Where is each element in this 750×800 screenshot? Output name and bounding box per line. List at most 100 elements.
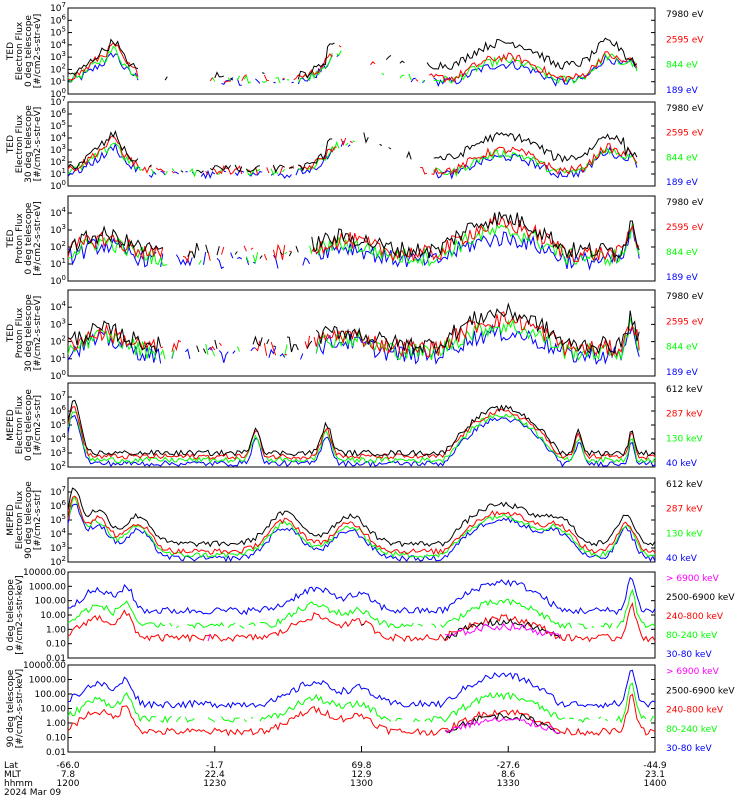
y-tick-label: 0.10: [46, 734, 66, 744]
series-80-240-kev-line: [67, 682, 656, 724]
y-axis-label: [#/cm2-s-str-eV]: [33, 201, 43, 276]
y-tick-label: 107: [50, 1, 66, 14]
y-axis-label: 0 deg telescope: [24, 15, 34, 87]
y-tick-label: 103: [50, 143, 66, 156]
series-240-800-kev-line: [67, 601, 656, 643]
mlt-tick-label: 12.9: [351, 770, 371, 780]
lat-tick-label: 69.8: [351, 761, 371, 771]
legend-entry: 240-800 keV: [666, 612, 724, 622]
y-tick-label: 100: [50, 87, 66, 100]
y-axis-label: TED: [6, 229, 16, 248]
y-axis-label: Proton Flux: [15, 307, 25, 358]
lat-tick-label: -44.9: [643, 761, 667, 771]
hhmm-row-label: hhmm: [4, 779, 33, 789]
y-axis-label: [#/cm2-s-str-keV]: [15, 575, 25, 654]
y-tick-label: 107: [50, 485, 66, 498]
series-844-ev-line: [67, 317, 640, 362]
y-tick-label: 102: [50, 62, 66, 75]
y-axis-label: 30 deg telescope: [24, 105, 34, 183]
legend-entry: 844 eV: [666, 61, 699, 71]
y-tick-label: 10.00: [40, 611, 66, 621]
legend-entry: 7980 eV: [666, 198, 704, 208]
series-30-80-kev-line: [67, 576, 656, 616]
legend-entry: 612 keV: [666, 480, 703, 490]
legend-entry: 130 keV: [666, 434, 703, 444]
hhmm-tick-label: 1330: [497, 779, 520, 789]
y-tick-label: 104: [50, 38, 66, 51]
y-tick-label: 101: [50, 75, 66, 88]
y-tick-label: 104: [50, 527, 66, 540]
panel-3: 100 101 102 103 104 TED Proton Flux 0 deg teles…: [6, 195, 704, 287]
legend-entry: 2595 eV: [666, 223, 704, 233]
y-tick-label: 10000.00: [23, 661, 66, 671]
legend-entry: 287 keV: [666, 505, 703, 515]
y-axis-label: 0 deg telescope: [6, 579, 16, 651]
y-tick-label: 1.00: [46, 719, 66, 729]
y-axis-label: 30 deg telescope: [24, 294, 34, 372]
y-axis-label: 0 deg telescope: [24, 202, 34, 274]
y-axis-label: 90 deg telescope: [24, 481, 34, 559]
hhmm-tick-label: 1300: [350, 779, 373, 789]
legend-entry: 844 eV: [666, 248, 699, 258]
y-tick-label: 102: [50, 335, 66, 348]
y-tick-label: 106: [50, 404, 66, 417]
legend-entry: 2500-6900 keV: [666, 593, 735, 603]
y-axis-label: Electron Flux: [15, 114, 25, 173]
panel-frame: [67, 7, 656, 95]
y-tick-label: 104: [50, 432, 66, 445]
series-130-kev-line: [67, 411, 656, 464]
series-2595-ev-line: [67, 41, 638, 83]
lat-row-label: Lat: [4, 761, 19, 771]
legend-entry: 40 keV: [666, 554, 698, 564]
y-axis-label: TED: [6, 42, 16, 61]
y-tick-label: 104: [50, 300, 66, 313]
y-tick-label: 107: [50, 390, 66, 403]
y-tick-label: 101: [50, 257, 66, 270]
series-612-kev-line: [67, 399, 656, 457]
series-287-kev-line: [67, 406, 656, 461]
hhmm-tick-label: 1200: [57, 779, 80, 789]
panel-frame: [67, 195, 656, 282]
mlt-tick-label: 23.1: [645, 770, 665, 780]
y-tick-label: 102: [50, 155, 66, 168]
panel-8: 0.01 0.10 1.00 10.00 100.00 1000.00 10000.00 90…: [6, 661, 735, 758]
legend-entry: 287 keV: [666, 410, 703, 420]
y-tick-label: 103: [50, 541, 66, 554]
y-axis-label: 90 deg telescope: [6, 669, 16, 747]
panel-frame: [67, 571, 656, 659]
y-axis-label: Electron Flux: [15, 395, 25, 454]
y-tick-label: 105: [50, 418, 66, 431]
y-axis-label: [#/cm2-s-str-eV]: [33, 14, 43, 89]
y-tick-label: 10000.00: [23, 568, 66, 578]
y-axis-label: Electron Flux: [15, 21, 25, 80]
panel-frame: [67, 289, 656, 377]
y-tick-label: 1000.00: [29, 676, 66, 686]
legend-entry: > 6900 keV: [666, 667, 720, 677]
y-tick-label: 0.01: [46, 748, 66, 758]
y-tick-label: 100.00: [35, 690, 67, 700]
legend-entry: 612 keV: [666, 385, 703, 395]
y-axis-label: [#/cm2-s-str-eV]: [33, 296, 43, 371]
y-tick-label: 1.00: [46, 625, 66, 635]
y-tick-label: 101: [50, 352, 66, 365]
series-189-ev-line: [67, 52, 638, 88]
y-tick-label: 103: [50, 317, 66, 330]
y-tick-label: 102: [50, 460, 66, 473]
legend-entry: 30-80 keV: [666, 650, 712, 660]
series-7980-ev-line: [67, 211, 640, 259]
legend-entry: 30-80 keV: [666, 744, 712, 754]
series-287-kev-line: [67, 495, 656, 556]
series-7980-ev-line: [67, 37, 638, 81]
series-844-ev-line: [67, 45, 638, 84]
legend-entry: 2500-6900 keV: [666, 686, 735, 696]
lat-tick-label: -1.7: [206, 761, 224, 771]
y-tick-label: 105: [50, 119, 66, 132]
legend-entry: 2595 eV: [666, 35, 704, 45]
y-axis-label: [#/cm2-s-str]: [33, 395, 43, 455]
y-tick-label: 104: [50, 206, 66, 219]
panel-frame: [67, 664, 656, 753]
